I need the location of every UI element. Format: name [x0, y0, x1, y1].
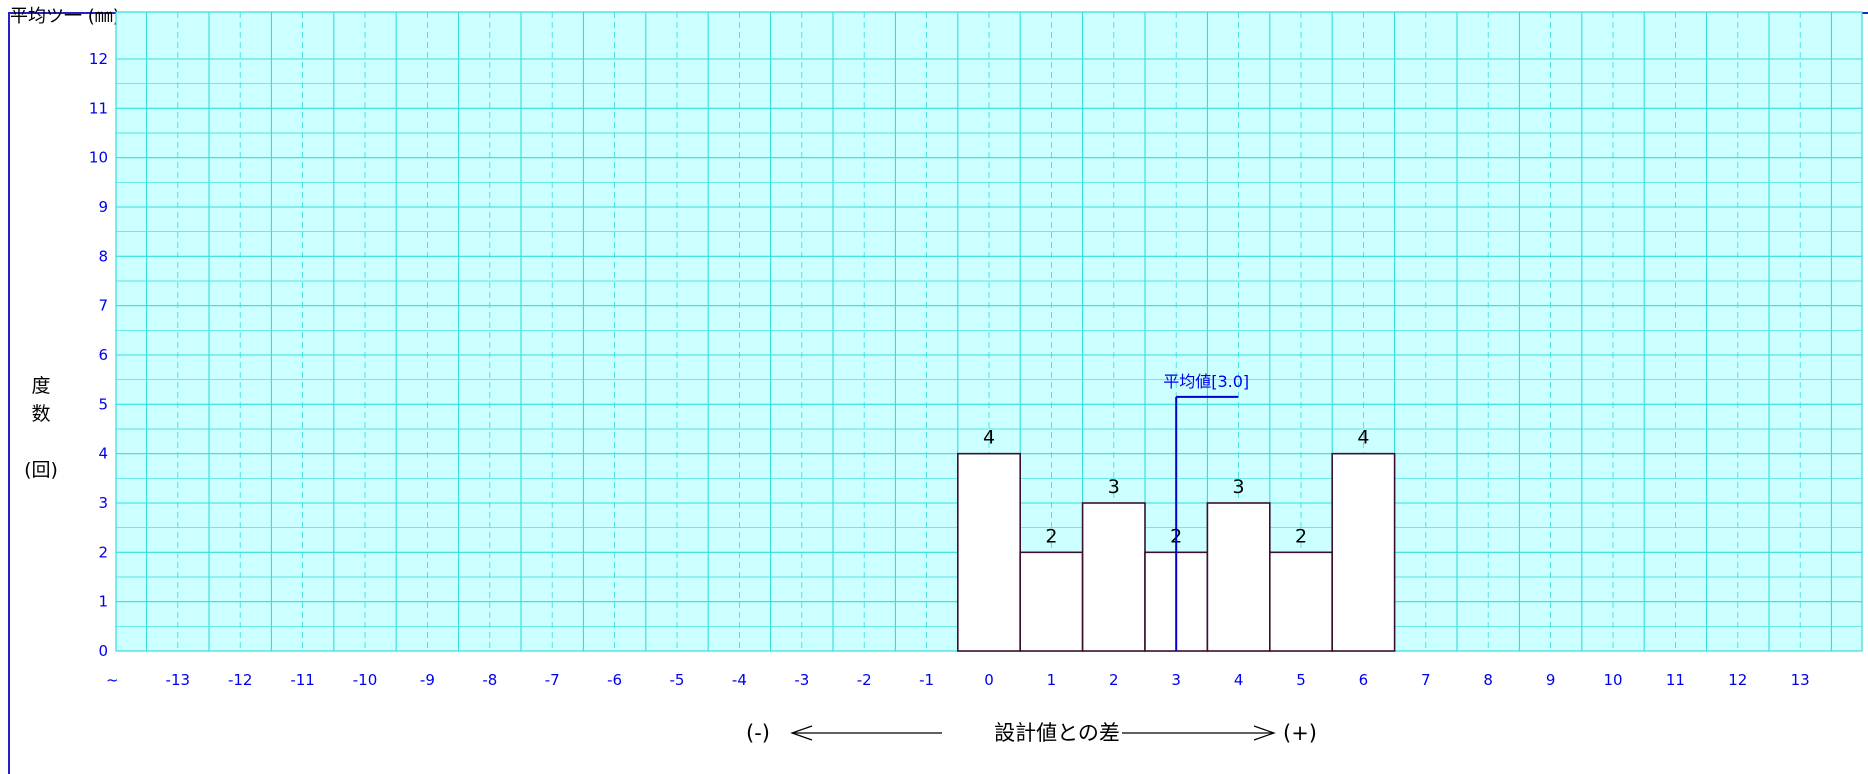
y-tick-label: 12: [89, 50, 108, 68]
x-tick-label: -2: [857, 671, 872, 689]
x-tick-label: 10: [1603, 671, 1622, 689]
axis-titles: 度 数 (回) (-) 設計値との差 (+): [24, 375, 1317, 745]
x-tick-label: -4: [732, 671, 747, 689]
xlabel: 設計値との差: [994, 721, 1120, 745]
y-tick-label: 10: [89, 149, 108, 167]
x-tick-label: ~: [106, 671, 119, 689]
y-tick-label: 2: [98, 543, 108, 561]
x-tick-label: 1: [1047, 671, 1057, 689]
x-tick-label: 12: [1728, 671, 1747, 689]
x-tick-label: 7: [1421, 671, 1431, 689]
x-tick-label: 6: [1359, 671, 1369, 689]
x-tick-label: -8: [482, 671, 497, 689]
bar-data-label: 2: [1295, 525, 1307, 547]
top-label: 平均ツ一 (㎜): [10, 6, 120, 27]
x-tick-label: -1: [919, 671, 934, 689]
x-tick-label: 3: [1171, 671, 1181, 689]
x-tick-label: -12: [228, 671, 253, 689]
bar-data-label: 2: [1045, 525, 1057, 547]
ylabel-char-1: 度: [31, 375, 50, 397]
mean-marker: 平均値[3.0]: [1163, 372, 1249, 651]
bar-data-label: 3: [1108, 476, 1120, 498]
x-tick-label: -3: [794, 671, 809, 689]
x-tick-label: -11: [290, 671, 315, 689]
y-tick-label: 7: [98, 297, 108, 315]
y-tick-label: 5: [98, 395, 108, 413]
x-direction-arrows: [790, 725, 1276, 741]
bar: [1331, 452, 1396, 652]
bar-data-label: 4: [1357, 427, 1369, 449]
y-tick-label: 11: [89, 99, 108, 117]
bar: [1081, 502, 1146, 652]
ylabel-char-2: 数: [31, 403, 50, 425]
x-tick-label: 4: [1234, 671, 1244, 689]
y-tick-label: 9: [98, 198, 108, 216]
x-tick-label: 0: [984, 671, 994, 689]
bar-data-label: 4: [983, 427, 995, 449]
x-tick-label: 5: [1296, 671, 1306, 689]
left-arrow-head: [790, 725, 813, 741]
x-tick-label: 13: [1791, 671, 1810, 689]
x-tick-label: -9: [420, 671, 435, 689]
y-tick-label: 1: [98, 593, 108, 611]
bar: [1019, 551, 1084, 652]
mean-label: 平均値[3.0]: [1163, 372, 1249, 391]
y-tick-label: 0: [98, 642, 108, 660]
x-tick-label: 2: [1109, 671, 1119, 689]
x-tick-label: 8: [1483, 671, 1493, 689]
x-tick-label: -5: [670, 671, 685, 689]
right-arrow-head: [1253, 725, 1276, 741]
y-tick-label: 6: [98, 346, 108, 364]
x-tick-label: 11: [1666, 671, 1685, 689]
bar: [1206, 502, 1271, 652]
x-tick-label: -6: [607, 671, 622, 689]
xlabel-left: (-): [746, 721, 770, 745]
x-tick-label: 9: [1546, 671, 1556, 689]
bar: [1269, 551, 1334, 652]
bar: [956, 452, 1021, 652]
x-tick-label: -7: [545, 671, 560, 689]
xlabel-right: (+): [1283, 721, 1317, 745]
bars: 4232324: [956, 427, 1396, 652]
y-tick-label: 4: [98, 445, 108, 463]
x-tick-label: -13: [166, 671, 191, 689]
y-tick-label: 3: [98, 494, 108, 512]
ylabel-unit: (回): [24, 459, 58, 481]
bar-data-label: 3: [1233, 476, 1245, 498]
x-tick-label: -10: [353, 671, 378, 689]
y-tick-label: 8: [98, 247, 108, 265]
